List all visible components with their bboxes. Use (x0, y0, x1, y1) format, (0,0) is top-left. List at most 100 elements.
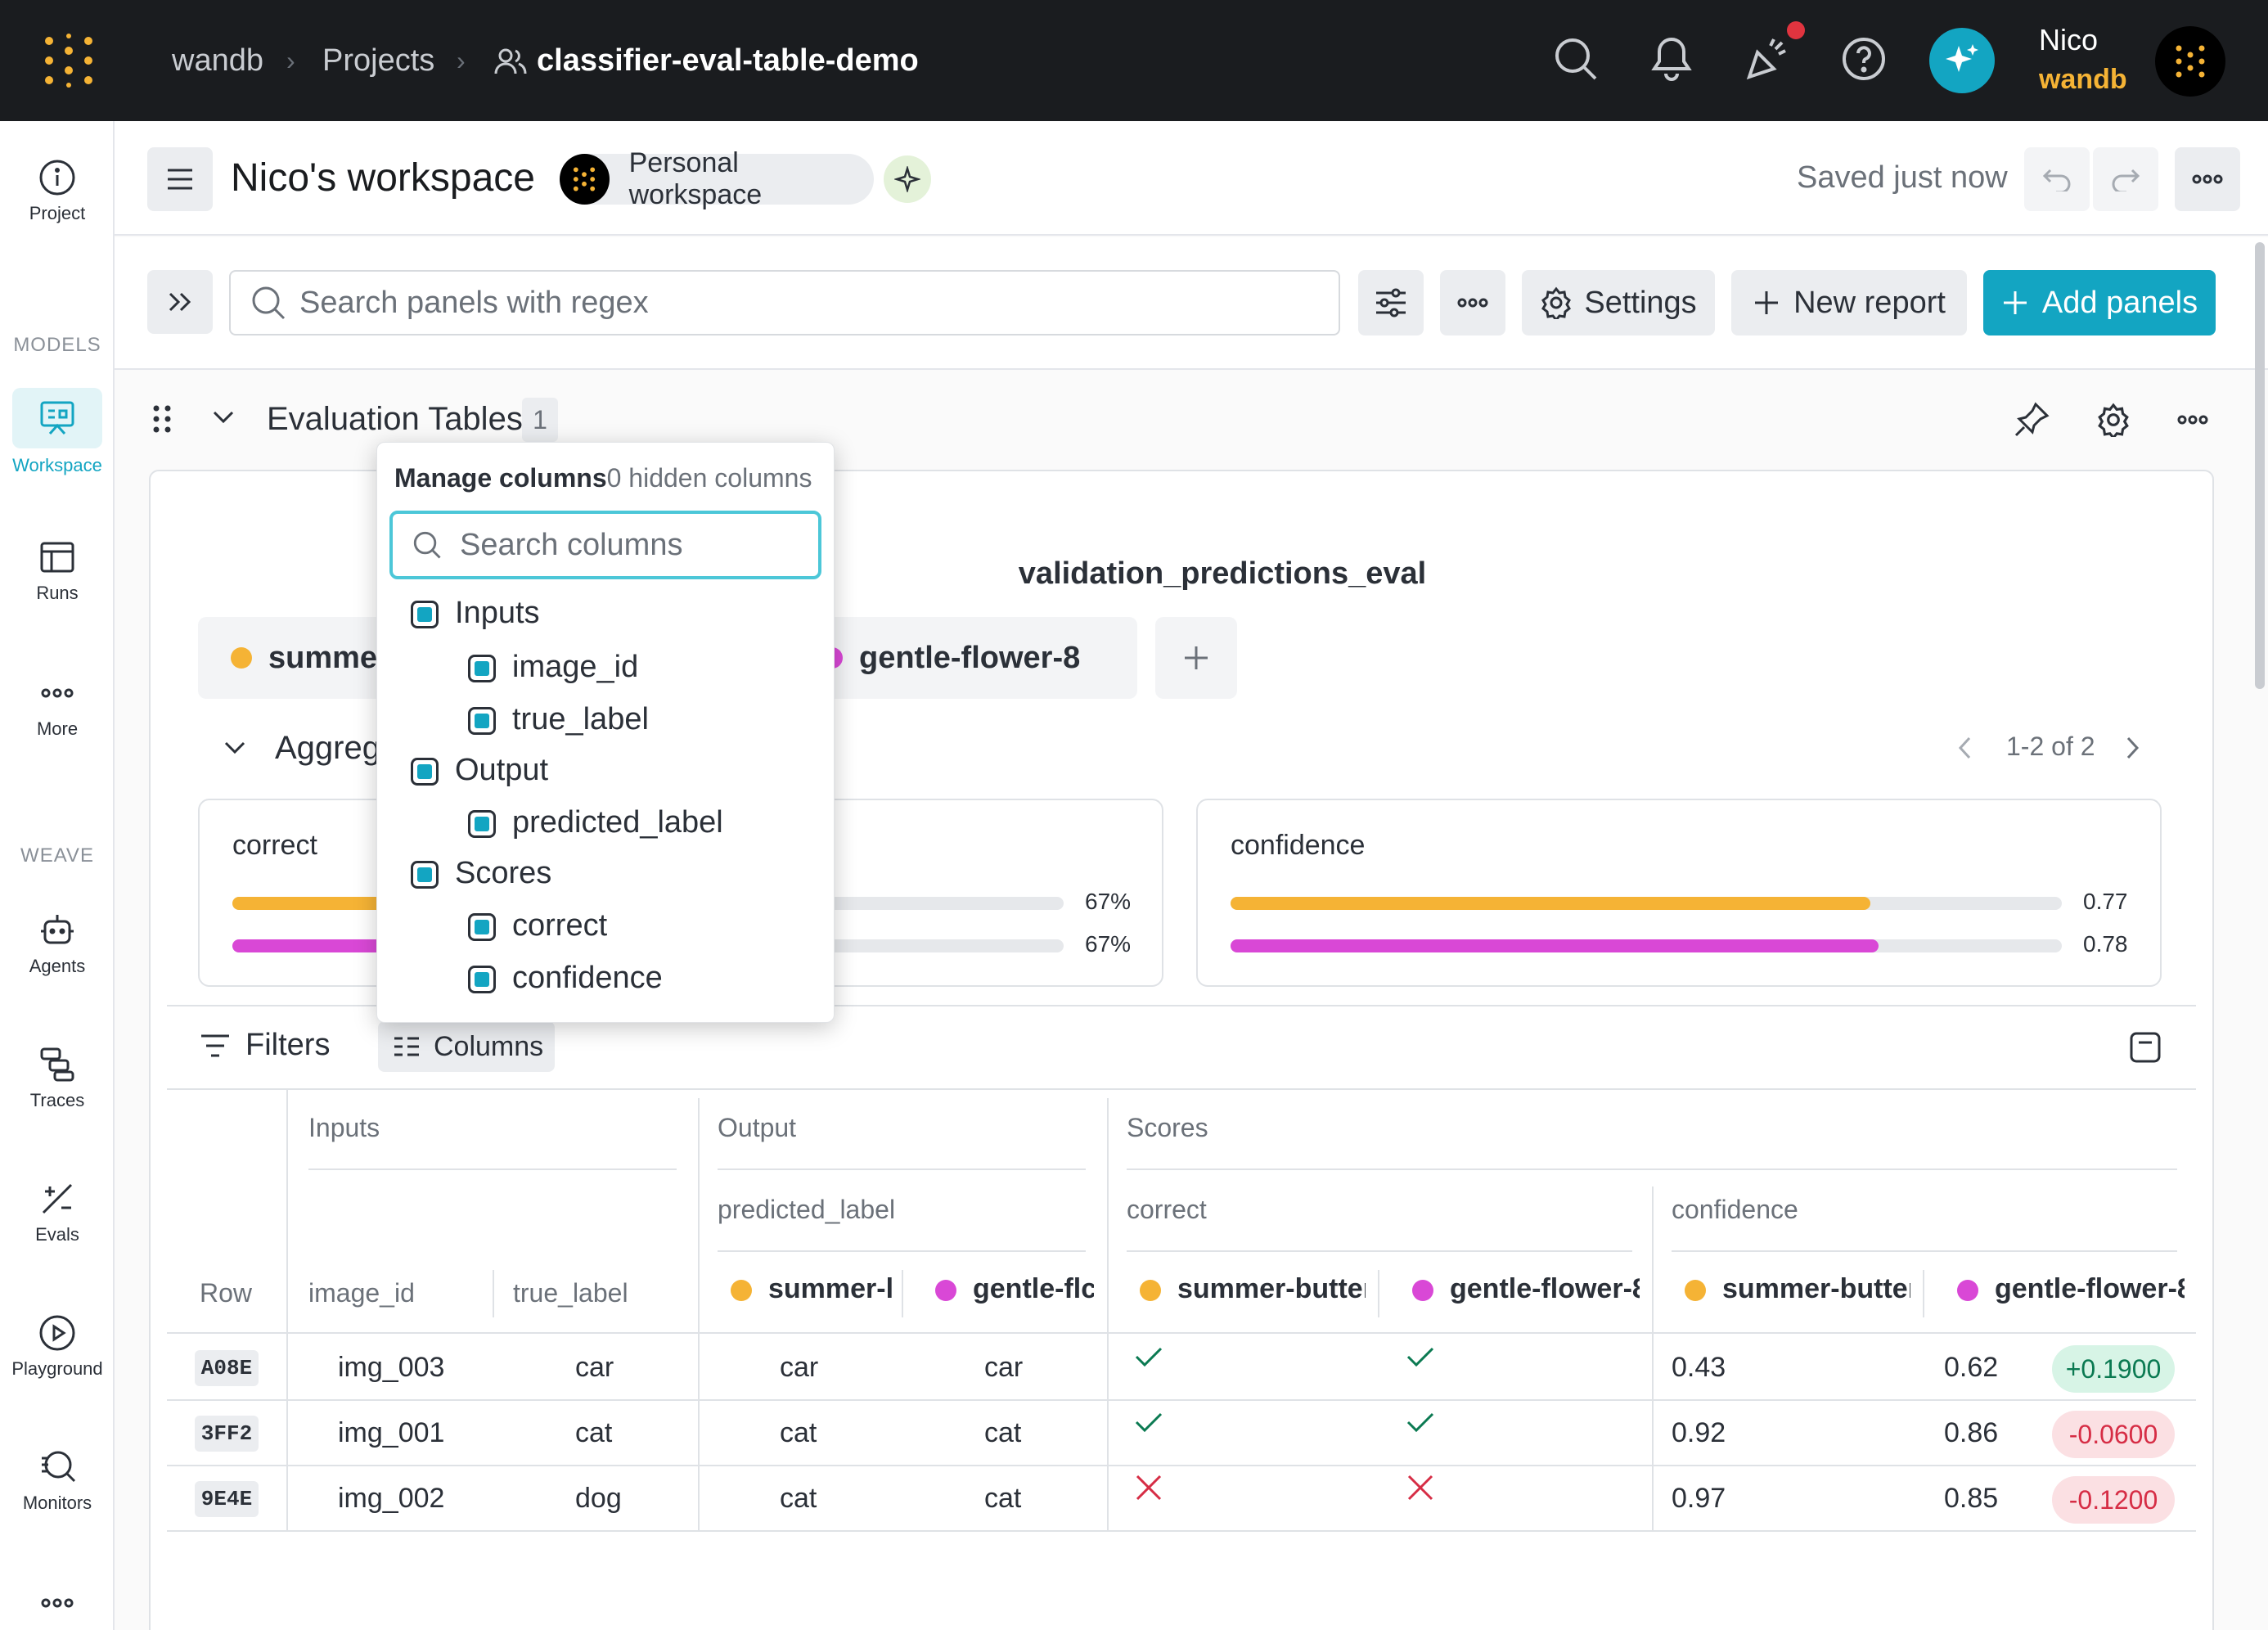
row-id-badge[interactable]: 9E4E (195, 1481, 259, 1517)
column-header-row: Row (200, 1278, 253, 1308)
column-search-placeholder: Search columns (460, 527, 683, 562)
column-visibility-checkbox[interactable] (468, 810, 496, 838)
rail-monitors[interactable]: Monitors (0, 1448, 115, 1514)
column-option-label[interactable]: true_label (512, 702, 649, 736)
sliders-icon (1376, 288, 1406, 317)
column-visibility-checkbox[interactable] (411, 861, 439, 889)
chevron-right-icon: › (286, 45, 295, 75)
more-icon (41, 688, 74, 698)
column-header-pred-summer[interactable]: summer-l (731, 1273, 901, 1305)
column-option-label[interactable]: Scores (455, 856, 552, 890)
row-id-badge[interactable]: A08E (195, 1350, 259, 1386)
column-visibility-checkbox[interactable] (468, 966, 496, 993)
rail-agents[interactable]: Agents (0, 912, 115, 977)
rail-workspace[interactable]: Workspace (0, 388, 115, 476)
column-header-correct-summer[interactable]: summer-butter (1140, 1273, 1366, 1305)
settings-button[interactable]: Settings (1522, 270, 1715, 335)
column-option-label[interactable]: Inputs (455, 596, 540, 630)
aggregates-chevron-icon[interactable] (223, 740, 247, 756)
filter-settings-button[interactable] (1358, 270, 1424, 335)
metric-value: 0.78 (2083, 931, 2128, 957)
new-report-button[interactable]: New report (1731, 270, 1967, 335)
column-header-image-id[interactable]: image_id (308, 1278, 415, 1308)
chevron-down-icon[interactable] (211, 409, 236, 426)
scrollbar[interactable] (2255, 242, 2265, 689)
rail-playground[interactable]: Playground (0, 1314, 115, 1380)
search-icon[interactable] (1553, 36, 1599, 82)
users-icon (494, 47, 527, 75)
rail-traces[interactable]: Traces (0, 1046, 115, 1111)
table-cell-image-id: img_001 (338, 1417, 445, 1448)
column-visibility-checkbox[interactable] (468, 913, 496, 941)
pager-next-icon[interactable] (2124, 735, 2140, 761)
pin-icon[interactable] (2013, 401, 2050, 439)
breadcrumb-wandb[interactable]: wandb (172, 43, 263, 78)
redo-button[interactable] (2093, 147, 2158, 211)
column-option-label[interactable]: Output (455, 753, 549, 787)
workspace-more-button[interactable] (2175, 147, 2240, 211)
panel-title: validation_predictions_eval (1018, 556, 1427, 591)
divider (1652, 1186, 1654, 1530)
filters-button[interactable]: Filters (200, 1028, 330, 1063)
rail-evals-label: Evals (35, 1224, 79, 1245)
party-icon[interactable] (1744, 34, 1792, 82)
avatar[interactable] (2155, 26, 2225, 97)
column-option-label[interactable]: predicted_label (512, 805, 723, 840)
pager-prev-icon[interactable] (1957, 735, 1973, 761)
add-panels-button[interactable]: Add panels (1983, 270, 2216, 335)
section-title: Evaluation Tables (267, 401, 523, 437)
page-title: Nico's workspace (231, 156, 535, 200)
drag-handle-icon[interactable] (152, 404, 172, 434)
workspace-badge[interactable]: Personal workspace (560, 147, 874, 210)
table-cell-pred-a: cat (780, 1483, 817, 1514)
rail-more[interactable]: More (0, 674, 115, 740)
section-gear-icon[interactable] (2096, 403, 2131, 437)
column-header-conf-gentle[interactable]: gentle-flower-8 (1957, 1273, 2185, 1305)
column-option-label[interactable]: confidence (512, 961, 663, 995)
panel-search-input[interactable]: Search panels with regex (229, 270, 1340, 335)
add-run-button[interactable] (1155, 617, 1237, 699)
column-header-correct-gentle[interactable]: gentle-flower-8 (1412, 1273, 1640, 1305)
column-option-label[interactable]: image_id (512, 650, 639, 684)
column-option-label[interactable]: correct (512, 908, 608, 943)
help-icon[interactable] (1841, 36, 1887, 82)
user-org: wandb (2039, 64, 2127, 95)
sparkle-icon[interactable] (884, 155, 931, 203)
table-icon (40, 542, 74, 573)
menu-button[interactable] (147, 147, 213, 211)
wandb-avatar-icon (560, 154, 610, 205)
wandb-logo-icon[interactable] (41, 33, 97, 88)
undo-button[interactable] (2024, 147, 2090, 211)
expand-sidebar-button[interactable] (147, 270, 213, 334)
breadcrumb-project[interactable]: classifier-eval-table-demo (537, 43, 919, 78)
column-visibility-checkbox[interactable] (468, 707, 496, 735)
divider (718, 1168, 1086, 1170)
column-visibility-checkbox[interactable] (411, 601, 439, 628)
column-header-true-label[interactable]: true_label (513, 1278, 628, 1308)
bell-icon[interactable] (1651, 36, 1692, 82)
column-search-input[interactable]: Search columns (389, 511, 821, 579)
column-visibility-checkbox[interactable] (468, 655, 496, 682)
toolbar-more-button[interactable] (1440, 270, 1505, 335)
rail-runs[interactable]: Runs (0, 538, 115, 604)
collapse-table-icon[interactable] (2129, 1031, 2162, 1064)
undo-icon (2042, 169, 2071, 191)
section-more-icon[interactable] (2176, 414, 2209, 426)
rail-evals[interactable]: Evals (0, 1180, 115, 1245)
column-header-conf-summer[interactable]: summer-butter (1685, 1273, 1910, 1305)
column-visibility-checkbox[interactable] (411, 758, 439, 786)
table-cell-conf-b: 0.85 (1944, 1483, 1999, 1514)
left-rail: Project MODELS Workspace Runs More WEAVE… (0, 121, 115, 1630)
rail-project[interactable]: Project (0, 159, 115, 224)
column-header-pred-gentle[interactable]: gentle-flc (935, 1273, 1094, 1305)
columns-button[interactable]: Columns (378, 1021, 555, 1072)
divider (698, 1098, 700, 1530)
run-color-dot (935, 1280, 956, 1302)
assistant-sparkle-icon[interactable] (1929, 28, 1995, 93)
row-id-badge[interactable]: 3FF2 (195, 1416, 259, 1452)
breadcrumb-projects[interactable]: Projects (322, 43, 435, 78)
rail-more-bottom[interactable] (0, 1591, 115, 1615)
run-chip-gentle[interactable]: gentle-flower-8 (802, 617, 1137, 699)
table-cell-conf-a: 0.97 (1672, 1483, 1726, 1514)
group-header-scores: Scores (1127, 1113, 1208, 1142)
